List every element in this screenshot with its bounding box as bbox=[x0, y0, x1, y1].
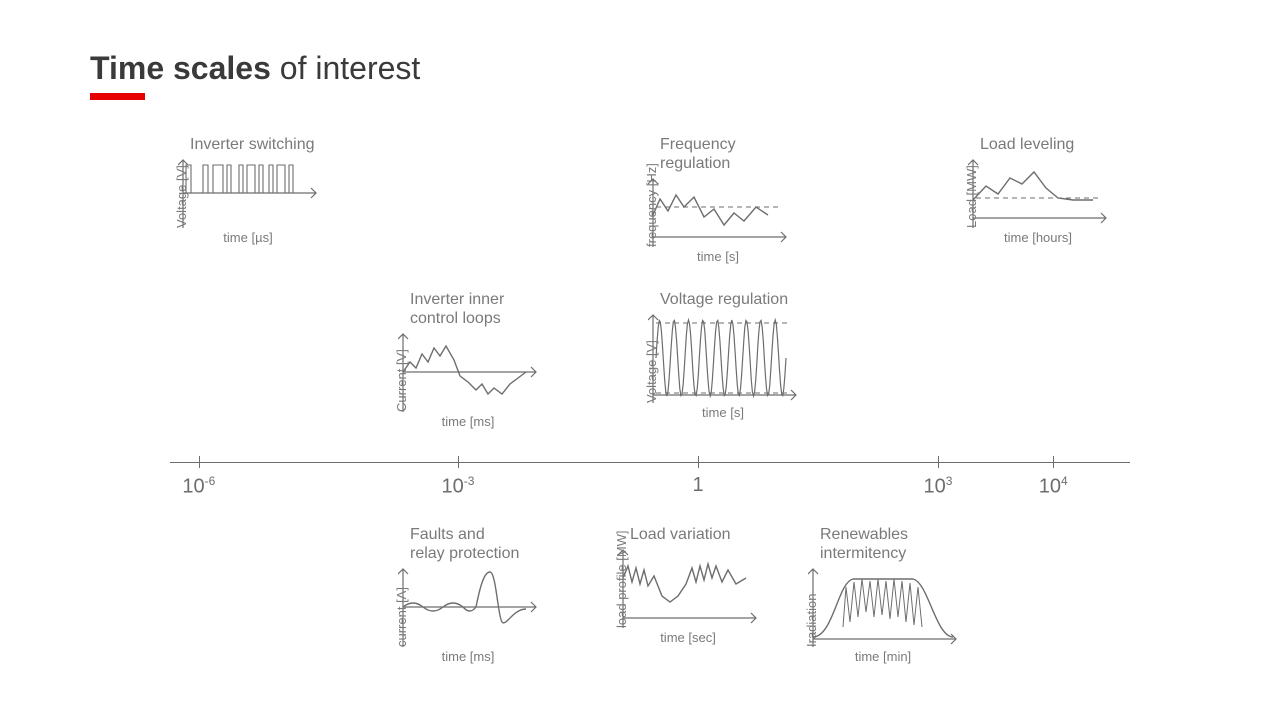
axis-tick-label: 10-6 bbox=[182, 474, 215, 499]
ylabel: Load [MW] bbox=[964, 165, 979, 228]
panel-renewables: Renewablesintermitency Iradiation time [mi… bbox=[790, 525, 970, 664]
title-underline bbox=[90, 93, 145, 100]
axis-line bbox=[170, 462, 1130, 463]
panel-plot bbox=[398, 332, 538, 412]
panel-title: Voltage regulation bbox=[660, 290, 810, 309]
panel-faults: Faults andrelay protection current [A] tim… bbox=[380, 525, 550, 664]
ylabel: Voltage [V] bbox=[174, 165, 189, 228]
panel-plot bbox=[398, 567, 538, 647]
xlabel: time [s] bbox=[648, 405, 798, 420]
axis-tick bbox=[698, 456, 699, 468]
xlabel: time [ms] bbox=[398, 414, 538, 429]
time-axis: 10-6 10-3 1 103 104 bbox=[170, 462, 1130, 502]
panel-title: Load variation bbox=[630, 525, 770, 544]
axis-tick bbox=[1053, 456, 1054, 468]
axis-tick bbox=[938, 456, 939, 468]
title-bold: Time scales bbox=[90, 50, 271, 86]
ylabel: frequency [Hz] bbox=[644, 164, 659, 248]
ylabel: Voltage [V] bbox=[644, 340, 659, 403]
panel-plot bbox=[648, 177, 788, 247]
axis-tick-label: 1 bbox=[692, 474, 703, 497]
panel-inverter_switching: Inverter switchingVoltage [V] time [µs] bbox=[160, 135, 330, 245]
ylabel: load profile [MW] bbox=[614, 531, 629, 629]
axis-tick-label: 103 bbox=[924, 474, 953, 499]
panel-title: Load leveling bbox=[980, 135, 1120, 154]
panel-load_leveling: Load levelingLoad [MW] time [hours] bbox=[950, 135, 1120, 245]
ylabel: Current [V] bbox=[394, 350, 409, 413]
panel-volt_reg: Voltage regulation Voltage [V] time [s] bbox=[630, 290, 810, 420]
xlabel: time [ms] bbox=[398, 649, 538, 664]
panel-inner_loops: Inverter innercontrol loops Current [V]ti… bbox=[380, 290, 550, 429]
panel-freq_reg: Frequency regulationfrequency [Hz]time [… bbox=[630, 135, 800, 264]
panel-plot bbox=[648, 313, 798, 403]
panel-plot bbox=[618, 548, 758, 628]
xlabel: time [µs] bbox=[178, 230, 318, 245]
axis-tick-label: 104 bbox=[1039, 474, 1068, 499]
xlabel: time [sec] bbox=[618, 630, 758, 645]
panel-title: Renewablesintermitency bbox=[820, 525, 970, 563]
ylabel: Iradiation bbox=[804, 594, 819, 647]
panel-plot bbox=[968, 158, 1108, 228]
axis-tick bbox=[199, 456, 200, 468]
panel-plot bbox=[808, 567, 958, 647]
title-light: of interest bbox=[271, 50, 420, 86]
panel-load_var: Load variationload profile [MW]time [sec… bbox=[600, 525, 770, 645]
panel-title: Inverter switching bbox=[190, 135, 330, 154]
slide-title: Time scales of interest bbox=[90, 50, 420, 100]
panel-title: Inverter innercontrol loops bbox=[410, 290, 550, 328]
axis-tick bbox=[458, 456, 459, 468]
axis-tick-label: 10-3 bbox=[442, 474, 475, 499]
xlabel: time [min] bbox=[808, 649, 958, 664]
panel-title: Faults andrelay protection bbox=[410, 525, 550, 563]
xlabel: time [s] bbox=[648, 249, 788, 264]
panel-title: Frequency regulation bbox=[660, 135, 800, 173]
xlabel: time [hours] bbox=[968, 230, 1108, 245]
panel-plot bbox=[178, 158, 318, 228]
ylabel: current [A] bbox=[394, 587, 409, 647]
